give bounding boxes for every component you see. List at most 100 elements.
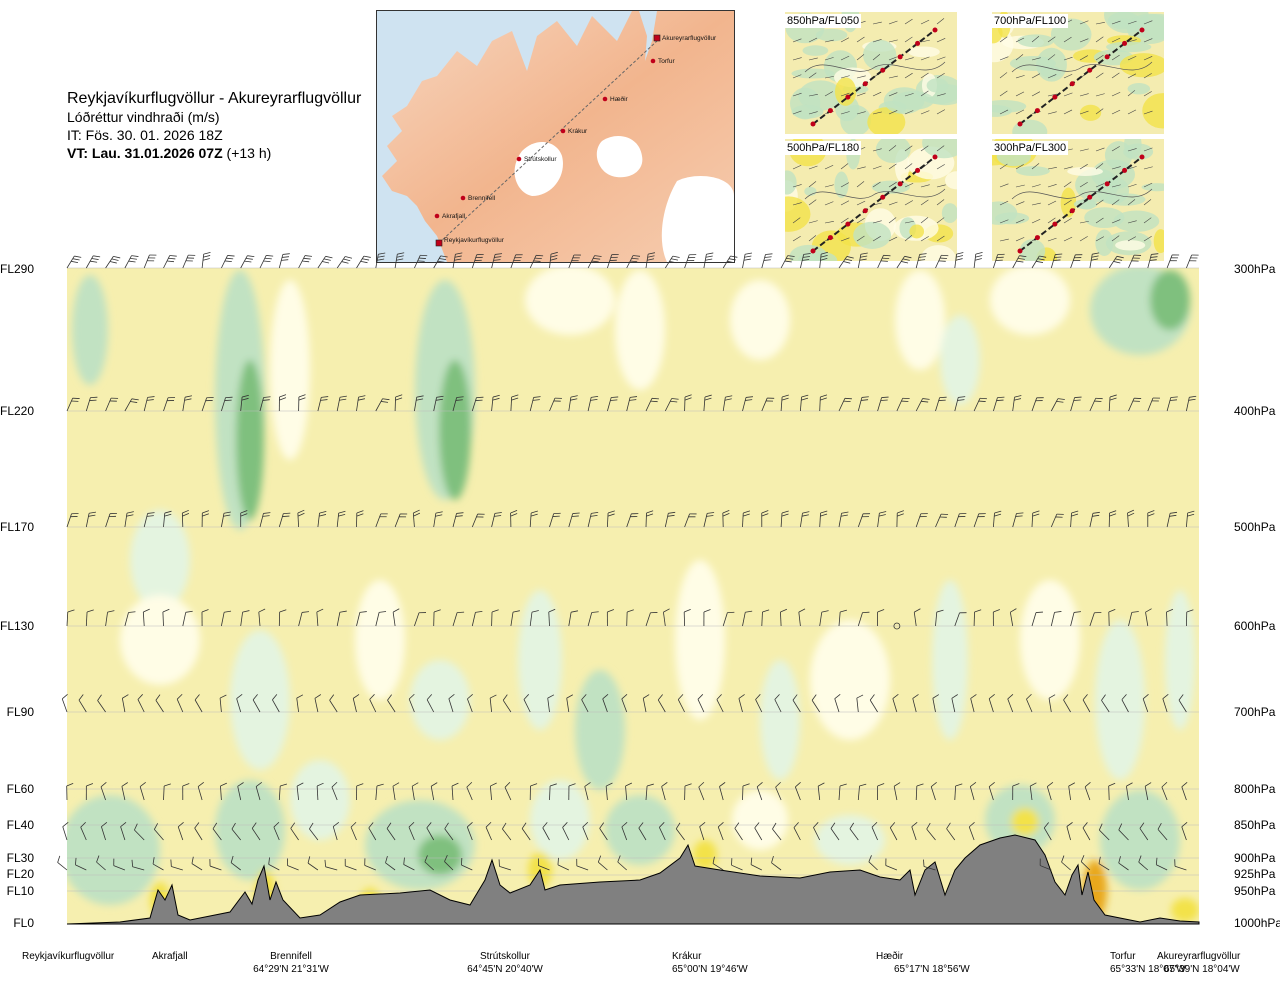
wind-barb-feather: [591, 512, 599, 514]
wind-barb-staff: [452, 513, 457, 528]
wind-barb-feather: [877, 783, 885, 787]
wind-barb-feather: [494, 512, 502, 514]
wind-barb-feather: [490, 782, 497, 787]
wind-barb-feather: [279, 394, 287, 398]
mini-field-blob: [791, 68, 835, 79]
wind-barb-staff: [97, 700, 106, 713]
wind-barb-feather: [297, 512, 305, 517]
wind-barb-staff: [259, 513, 264, 528]
mini-wind-barb: [920, 39, 930, 43]
wind-barb-staff: [761, 397, 768, 412]
wind-barb-feather: [548, 608, 556, 613]
wind-barb-feather: [932, 694, 940, 699]
wind-barb-feather: [1126, 782, 1133, 787]
wind-barb-staff: [471, 513, 478, 528]
mini-wind-barb: [1047, 54, 1056, 61]
wind-barb-staff: [780, 611, 782, 627]
fl-label: FL170: [0, 520, 35, 534]
wind-barb-staff: [471, 397, 477, 412]
wind-barb-feather: [426, 694, 433, 700]
route-marker: [434, 213, 440, 219]
wind-barb-staff: [772, 828, 782, 841]
mini-wind-barb: [999, 238, 1009, 242]
wind-barb-staff: [177, 826, 184, 841]
wind-barb-staff: [314, 698, 319, 713]
wind-barb-staff: [811, 700, 821, 713]
valid-time-offset: (+13 h): [226, 145, 272, 161]
wind-barb-feather: [716, 694, 722, 700]
wind-barb-feather: [322, 261, 330, 264]
wind-barb-staff: [973, 398, 981, 412]
mini-field-blob: [785, 196, 811, 232]
wind-barb-feather: [646, 513, 654, 517]
wind-barb-staff: [761, 254, 766, 269]
mini-wind-barb: [1015, 54, 1024, 61]
wind-barb-feather: [684, 608, 691, 613]
wind-barb-staff: [364, 865, 376, 871]
wind-barb-feather: [765, 253, 773, 255]
wind-barb-feather: [974, 609, 982, 613]
mini-route-point: [845, 221, 851, 227]
mini-wind-barb: [904, 18, 913, 25]
wind-barb-feather: [456, 512, 464, 514]
wind-barb-staff: [896, 398, 904, 412]
wind-barb-feather: [182, 783, 190, 787]
wind-field-contour: [810, 620, 890, 740]
wind-barb-staff: [96, 861, 106, 871]
mini-wind-barb: [1143, 91, 1152, 97]
mini-wind-barb: [808, 93, 818, 97]
wind-barb-staff: [621, 698, 628, 713]
waypoint-label: Akureyrarflugvöllur 65°39'N 18°04'W: [1157, 950, 1240, 976]
mini-route-point: [915, 40, 921, 46]
wind-barb-feather: [247, 255, 255, 258]
wind-barb-staff: [105, 397, 112, 412]
wind-barb-feather: [570, 398, 578, 401]
wind-barb-feather: [1109, 513, 1117, 517]
wind-barb-staff: [1121, 699, 1129, 713]
wind-barb-feather: [343, 258, 351, 262]
mini-wind-barb: [904, 145, 913, 152]
mini-route-point: [915, 167, 921, 173]
wind-barb-feather: [455, 515, 463, 517]
wind-barb-staff: [408, 826, 415, 841]
fl-label: FL10: [6, 884, 34, 898]
wind-barb-feather: [780, 608, 788, 613]
wind-barb-feather: [1047, 782, 1054, 787]
wind-barb-staff: [792, 699, 801, 713]
wind-barb-staff: [607, 397, 612, 412]
wind-field-contour: [67, 795, 160, 905]
wind-barb-feather: [356, 783, 364, 787]
vertical-wind-field: [67, 268, 1199, 922]
mini-wind-barb: [1143, 199, 1152, 206]
waypoint-label: Torfur 65°33'N 18°07'W: [1110, 950, 1186, 976]
wind-barb-feather: [494, 515, 502, 517]
wind-barb-feather: [607, 510, 615, 514]
wind-barb-feather: [839, 783, 847, 787]
wind-barb-feather: [811, 694, 817, 701]
wind-barb-staff: [433, 513, 437, 528]
wind-barb-feather: [590, 398, 598, 401]
wind-barb-feather: [176, 693, 183, 700]
wind-barb-staff: [587, 513, 592, 528]
waypoint-label: Hæðir 65°17'N 18°56'W: [876, 950, 976, 976]
wind-barb-staff: [617, 861, 627, 871]
wind-barb-staff: [1098, 863, 1110, 871]
mini-field-blob: [1127, 83, 1151, 95]
wind-barb-feather: [220, 782, 227, 787]
wind-barb-staff: [549, 785, 551, 801]
mini-wind-barb: [904, 110, 914, 115]
mini-wind-barb: [840, 163, 849, 170]
wind-field-contour: [525, 268, 615, 335]
wind-barb-staff: [798, 612, 801, 627]
chart-title: Reykjavíkurflugvöllur - Akureyrarflugvöl…: [67, 90, 362, 107]
wind-field-contour: [985, 785, 1055, 855]
wind-barb-feather: [571, 515, 579, 517]
wind-barb-feather: [821, 610, 829, 613]
wind-barb-staff: [1026, 698, 1033, 713]
wind-barb-staff: [411, 786, 415, 801]
mini-wind-barb: [920, 217, 929, 224]
mini-wind-barb: [1111, 54, 1120, 61]
mini-wind-barb: [1095, 163, 1104, 170]
route-marker-label: Akureyrarflugvöllur: [662, 35, 717, 42]
wind-barb-staff: [523, 699, 531, 713]
